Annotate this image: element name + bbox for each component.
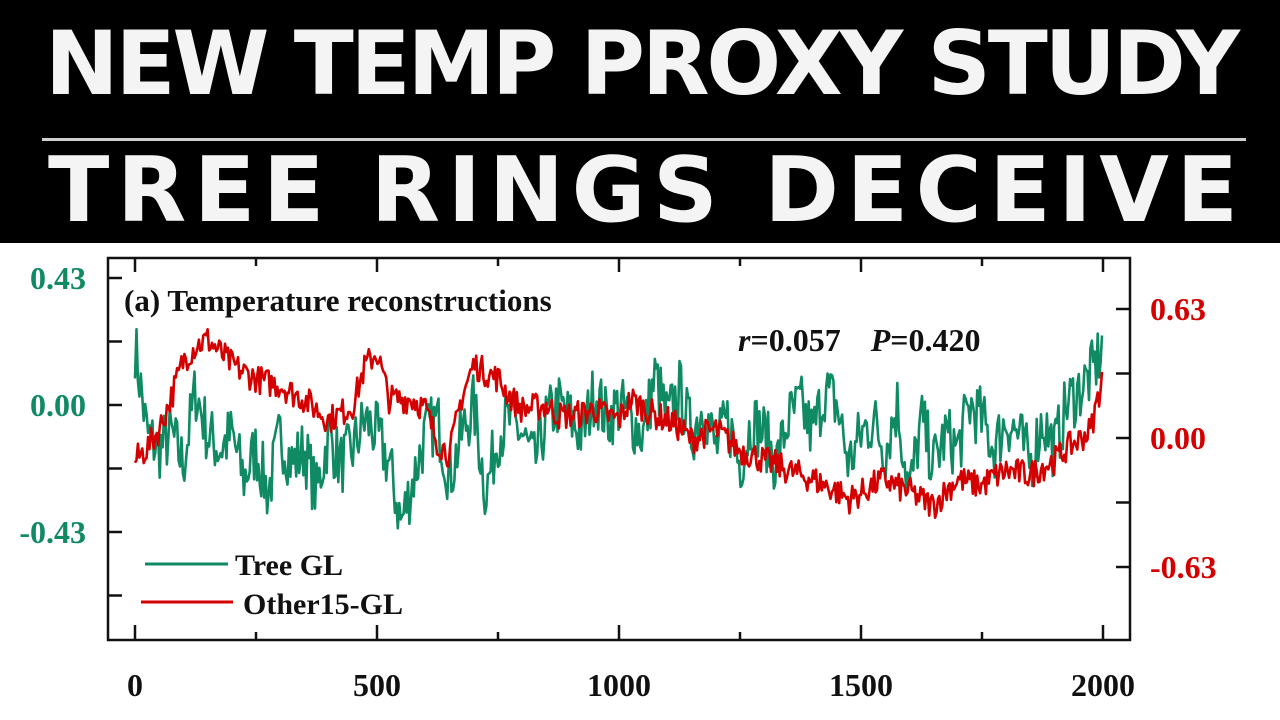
legend: Tree GL Other15-GL — [141, 549, 403, 621]
r-value: =0.057 — [750, 322, 840, 358]
headline-line-1: NEW TEMP PROXY STUDY — [45, 12, 1241, 115]
x-tick-label: 2000 — [1071, 667, 1135, 703]
headline-banner — [0, 0, 1280, 243]
plot-frame — [106, 256, 1132, 642]
y-left-tick-label: -0.43 — [19, 514, 86, 550]
headline-divider — [42, 138, 1246, 141]
x-tick-label: 1500 — [829, 667, 893, 703]
y-left-tick-label: 0.43 — [30, 260, 86, 296]
series-group — [133, 327, 1104, 530]
y-right-tick-label: 0.00 — [1150, 420, 1206, 456]
chart-title: (a) Temperature reconstructions — [124, 283, 552, 318]
y-right-tick-label: 0.63 — [1150, 291, 1206, 327]
y-left-tick-label: 0.00 — [30, 387, 86, 423]
x-tick-label: 0 — [127, 667, 143, 703]
legend-label-other15-gl: Other15-GL — [243, 588, 403, 621]
svg-text:r=0.057 P=0.420: r=0.057 P=0.420 — [738, 322, 980, 358]
p-label: P — [870, 322, 891, 358]
series-line-other15-gl — [133, 328, 1104, 519]
axes — [106, 256, 1132, 642]
x-tick-label: 1000 — [587, 667, 651, 703]
stats-annotation: r=0.057 P=0.420 — [738, 322, 980, 358]
x-tick-label: 500 — [353, 667, 401, 703]
y-right-tick-label: -0.63 — [1150, 549, 1217, 585]
r-label: r — [738, 322, 751, 358]
p-value: =0.420 — [890, 322, 980, 358]
series-line-tree-gl — [133, 327, 1104, 530]
legend-label-tree-gl: Tree GL — [235, 549, 343, 582]
headline-line-2: TREE RINGS DECEIVE — [48, 138, 1238, 243]
